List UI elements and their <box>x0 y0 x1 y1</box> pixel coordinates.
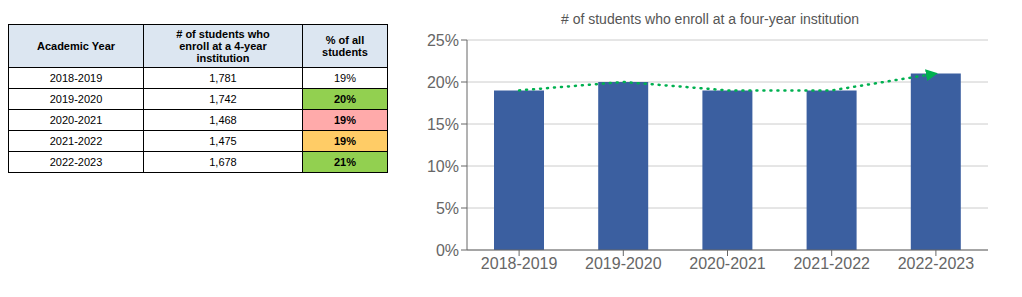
html-text:2022-2023: 2022-2023 <box>49 156 103 168</box>
html-text:1,742: 1,742 <box>209 93 237 105</box>
html-text:2019-2020: 2019-2020 <box>49 93 103 105</box>
html-text:1,475: 1,475 <box>209 135 237 147</box>
html-text:20%: 20% <box>334 93 356 105</box>
html-text:19%: 19% <box>334 135 356 147</box>
html-text:# of students who enroll at a: # of students who enroll at a 4-year ins… <box>176 28 270 64</box>
html-text:1,781: 1,781 <box>209 72 237 84</box>
svg-text:2020-2021: 2020-2021 <box>689 255 766 272</box>
html-text:2020-2021: 2020-2021 <box>49 114 103 126</box>
html-text:1,468: 1,468 <box>209 114 237 126</box>
html-text:% of all students: % of all students <box>322 34 368 58</box>
svg-text:10%: 10% <box>427 158 459 175</box>
svg-text:2019-2020: 2019-2020 <box>585 255 662 272</box>
svg-text:15%: 15% <box>427 116 459 133</box>
html-text:21%: 21% <box>334 156 356 168</box>
svg-text:2022-2023: 2022-2023 <box>898 255 975 272</box>
svg-text:2018-2019: 2018-2019 <box>481 255 558 272</box>
html-text:# of students who enroll at a: # of students who enroll at a four-year … <box>561 11 859 27</box>
html-text:19%: 19% <box>334 72 356 84</box>
html-text:1,678: 1,678 <box>209 156 237 168</box>
html-text:Academic Year: Academic Year <box>37 40 115 52</box>
svg-text:2021-2022: 2021-2022 <box>793 255 870 272</box>
svg-text:20%: 20% <box>427 74 459 91</box>
html-text:19%: 19% <box>334 114 356 126</box>
svg-text:25%: 25% <box>427 32 459 49</box>
svg-text:5%: 5% <box>436 200 459 217</box>
svg-text:0%: 0% <box>436 242 459 259</box>
html-text:2021-2022: 2021-2022 <box>49 135 103 147</box>
html-text:2018-2019: 2018-2019 <box>49 72 103 84</box>
